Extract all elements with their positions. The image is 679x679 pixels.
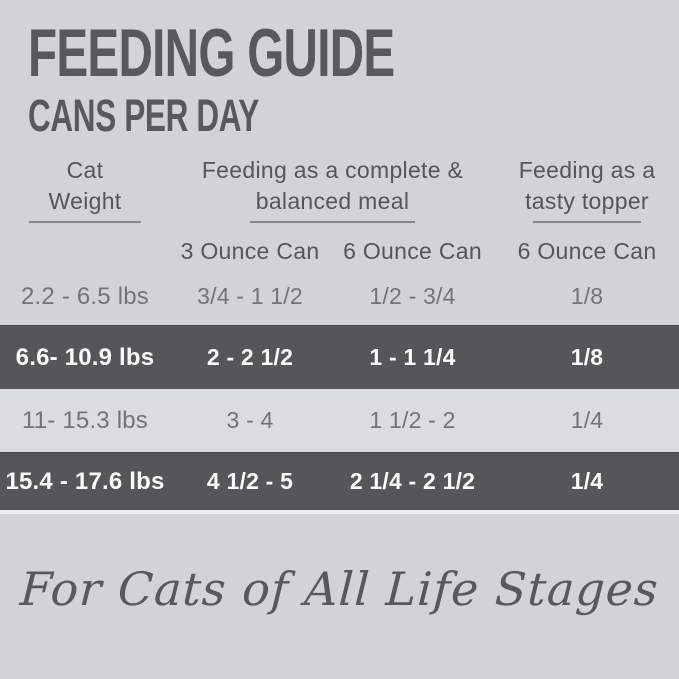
cell-cat-weight: 11- 15.3 lbs bbox=[21, 406, 149, 434]
cell-cat-weight: 2.2 - 6.5 lbs bbox=[20, 282, 149, 310]
cell-6oz-amount: 1/2 - 3/4 bbox=[369, 283, 456, 309]
cell-cat-weight: 15.4 - 17.6 lbs bbox=[5, 467, 165, 495]
cell-3oz-amount: 3/4 - 1 1/2 bbox=[197, 283, 303, 309]
subheader-topper-6oz-can: 6 Ounce Can bbox=[517, 238, 657, 264]
cell-topper-amount: 1/4 bbox=[570, 468, 604, 494]
page-subtitle: CANS PER DAY bbox=[28, 90, 259, 141]
life-stages-tagline: For Cats of All Life Stages bbox=[18, 562, 661, 616]
cell-6oz-amount: 1 - 1 1/4 bbox=[369, 344, 456, 370]
page-title: FEEDING GUIDE bbox=[28, 15, 395, 91]
table-subheader-row: 3 Ounce Can 6 Ounce Can 6 Ounce Can bbox=[0, 236, 679, 266]
subheader-3oz-can: 3 Ounce Can bbox=[180, 238, 320, 264]
group-header-label: Feeding as a tasty topper bbox=[518, 157, 656, 214]
cell-topper-amount: 1/8 bbox=[570, 283, 604, 309]
subheader-6oz-can: 6 Ounce Can bbox=[343, 238, 482, 264]
group-header-cat-weight: Cat Weight bbox=[0, 155, 170, 223]
group-header-tasty-topper: Feeding as a tasty topper bbox=[495, 155, 679, 223]
group-header-complete-meal: Feeding as a complete & balanced meal bbox=[170, 155, 495, 223]
row-bottom-highlight bbox=[0, 510, 679, 514]
header-underline bbox=[533, 221, 641, 223]
group-header-label: Feeding as a complete & balanced meal bbox=[201, 157, 464, 214]
table-row: 11- 15.3 lbs 3 - 4 1 1/2 - 2 1/4 bbox=[0, 389, 679, 452]
header-underline bbox=[29, 221, 141, 223]
header-underline bbox=[250, 221, 415, 223]
cell-6oz-amount: 1 1/2 - 2 bbox=[369, 407, 456, 433]
cell-6oz-amount: 2 1/4 - 2 1/2 bbox=[349, 468, 476, 494]
cell-topper-amount: 1/4 bbox=[570, 407, 604, 433]
cell-topper-amount: 1/8 bbox=[570, 344, 604, 370]
table-row: 15.4 - 17.6 lbs 4 1/2 - 5 2 1/4 - 2 1/2 … bbox=[0, 452, 679, 510]
table-row: 6.6- 10.9 lbs 2 - 2 1/2 1 - 1 1/4 1/8 bbox=[0, 325, 679, 389]
table-group-header-row: Cat Weight Feeding as a complete & balan… bbox=[0, 155, 679, 223]
title-block: FEEDING GUIDE CANS PER DAY bbox=[28, 15, 552, 141]
cell-3oz-amount: 4 1/2 - 5 bbox=[206, 468, 294, 494]
table-row: 2.2 - 6.5 lbs 3/4 - 1 1/2 1/2 - 3/4 1/8 bbox=[0, 268, 679, 325]
cell-cat-weight: 6.6- 10.9 lbs bbox=[15, 343, 155, 371]
subheader-empty bbox=[0, 236, 170, 266]
cell-3oz-amount: 2 - 2 1/2 bbox=[206, 344, 294, 370]
cell-3oz-amount: 3 - 4 bbox=[226, 407, 274, 433]
group-header-label: Cat Weight bbox=[48, 157, 122, 214]
